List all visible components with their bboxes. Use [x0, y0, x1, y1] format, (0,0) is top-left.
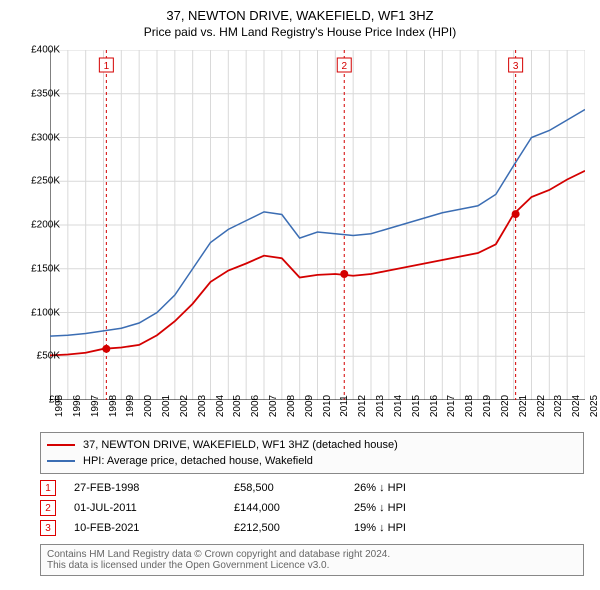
x-tick-label: 2001 [161, 395, 172, 417]
transaction-date: 27-FEB-1998 [74, 482, 234, 494]
chart-area: 1 2 3 [50, 50, 585, 400]
svg-text:2: 2 [341, 61, 347, 72]
figure-container: 37, NEWTON DRIVE, WAKEFIELD, WF1 3HZ Pri… [0, 0, 600, 590]
y-tick-label: £350K [10, 88, 60, 99]
legend-box: 37, NEWTON DRIVE, WAKEFIELD, WF1 3HZ (de… [40, 432, 584, 474]
x-tick-label: 2007 [268, 395, 279, 417]
x-tick-label: 2009 [304, 395, 315, 417]
transaction-row: 2 01-JUL-2011 £144,000 25% ↓ HPI [40, 498, 570, 518]
legend-label: HPI: Average price, detached house, Wake… [83, 455, 313, 467]
legend-row: HPI: Average price, detached house, Wake… [47, 453, 577, 469]
x-tick-label: 1996 [72, 395, 83, 417]
y-tick-label: £50K [10, 351, 60, 362]
x-tick-label: 2002 [179, 395, 190, 417]
x-tick-label: 2000 [143, 395, 154, 417]
transaction-delta: 25% ↓ HPI [354, 502, 474, 514]
x-tick-label: 2005 [232, 395, 243, 417]
x-tick-label: 2019 [482, 395, 493, 417]
x-tick-label: 2015 [411, 395, 422, 417]
transaction-price: £58,500 [234, 482, 354, 494]
transaction-date: 10-FEB-2021 [74, 522, 234, 534]
transaction-date: 01-JUL-2011 [74, 502, 234, 514]
transaction-price: £212,500 [234, 522, 354, 534]
x-tick-label: 2006 [250, 395, 261, 417]
y-tick-label: £250K [10, 176, 60, 187]
x-tick-label: 2021 [518, 395, 529, 417]
footer-line2: This data is licensed under the Open Gov… [47, 560, 577, 571]
x-tick-label: 2016 [429, 395, 440, 417]
x-tick-label: 2024 [571, 395, 582, 417]
footer-line1: Contains HM Land Registry data © Crown c… [47, 549, 577, 560]
x-tick-label: 2014 [393, 395, 404, 417]
transaction-table: 1 27-FEB-1998 £58,500 26% ↓ HPI 2 01-JUL… [40, 478, 570, 538]
title-subtitle: Price paid vs. HM Land Registry's House … [0, 25, 600, 39]
y-tick-label: £0 [10, 395, 60, 406]
x-tick-label: 2018 [464, 395, 475, 417]
transaction-badge: 3 [40, 520, 56, 536]
x-tick-label: 1997 [90, 395, 101, 417]
legend-swatch-property [47, 444, 75, 446]
legend-swatch-hpi [47, 460, 75, 462]
title-address: 37, NEWTON DRIVE, WAKEFIELD, WF1 3HZ [0, 8, 600, 23]
x-tick-label: 2003 [197, 395, 208, 417]
chart-svg: 1 2 3 [50, 50, 585, 400]
y-tick-label: £300K [10, 132, 60, 143]
x-tick-label: 1995 [54, 395, 65, 417]
legend-label: 37, NEWTON DRIVE, WAKEFIELD, WF1 3HZ (de… [83, 439, 398, 451]
transaction-delta: 26% ↓ HPI [354, 482, 474, 494]
transaction-delta: 19% ↓ HPI [354, 522, 474, 534]
x-tick-label: 2022 [536, 395, 547, 417]
y-tick-label: £400K [10, 45, 60, 56]
x-tick-label: 2011 [339, 395, 350, 417]
y-tick-label: £100K [10, 307, 60, 318]
transaction-row: 3 10-FEB-2021 £212,500 19% ↓ HPI [40, 518, 570, 538]
x-tick-label: 2020 [500, 395, 511, 417]
x-tick-label: 2023 [553, 395, 564, 417]
x-tick-label: 1999 [125, 395, 136, 417]
x-tick-label: 2010 [322, 395, 333, 417]
x-tick-label: 2012 [357, 395, 368, 417]
legend-row: 37, NEWTON DRIVE, WAKEFIELD, WF1 3HZ (de… [47, 437, 577, 453]
y-tick-label: £200K [10, 220, 60, 231]
x-tick-label: 2008 [286, 395, 297, 417]
x-tick-label: 2004 [215, 395, 226, 417]
y-tick-label: £150K [10, 263, 60, 274]
x-tick-label: 2013 [375, 395, 386, 417]
x-tick-label: 2017 [446, 395, 457, 417]
svg-text:1: 1 [104, 61, 110, 72]
svg-text:3: 3 [513, 61, 519, 72]
footer-box: Contains HM Land Registry data © Crown c… [40, 544, 584, 576]
x-tick-label: 1998 [108, 395, 119, 417]
transaction-badge: 2 [40, 500, 56, 516]
transaction-badge: 1 [40, 480, 56, 496]
transaction-price: £144,000 [234, 502, 354, 514]
x-tick-label: 2025 [589, 395, 600, 417]
transaction-row: 1 27-FEB-1998 £58,500 26% ↓ HPI [40, 478, 570, 498]
title-block: 37, NEWTON DRIVE, WAKEFIELD, WF1 3HZ Pri… [0, 0, 600, 39]
